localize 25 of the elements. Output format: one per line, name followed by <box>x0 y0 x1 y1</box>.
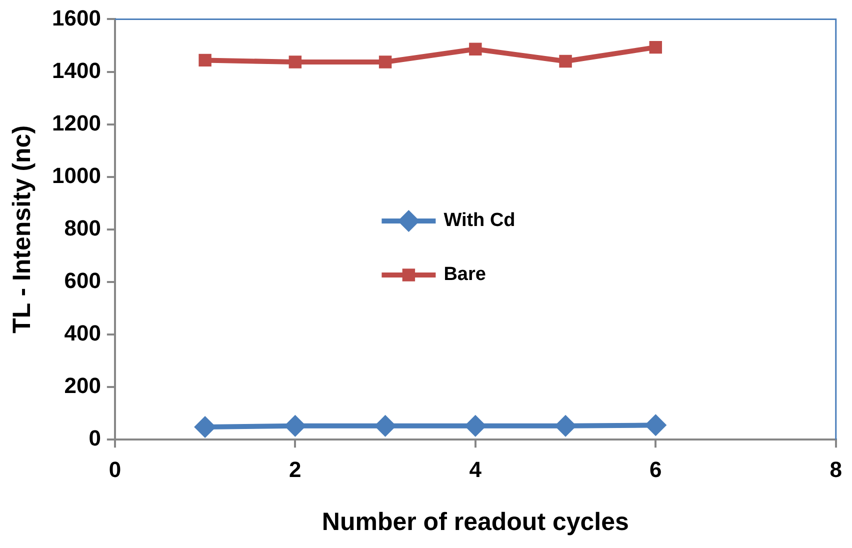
x-tick-label: 0 <box>108 456 122 482</box>
y-tick-label: 1000 <box>52 162 101 188</box>
point <box>469 42 482 56</box>
point <box>644 414 667 436</box>
y-tick-label: 400 <box>64 320 101 346</box>
point <box>288 56 302 68</box>
x-axis-title: Number of readout cycles <box>322 508 629 536</box>
y-tick-label: 0 <box>88 426 101 451</box>
y-tick-label: 1200 <box>52 110 101 136</box>
y-tick-label: 600 <box>64 268 101 294</box>
point <box>649 40 662 54</box>
y-tick-label: 200 <box>64 373 101 398</box>
point <box>198 54 212 67</box>
y-tick-label: 1400 <box>52 58 101 83</box>
y-axis-title: TL - Intensity (nc) <box>8 125 36 334</box>
x-tick-label: 8 <box>830 456 842 482</box>
y-tick-label: 1600 <box>52 5 101 30</box>
y-tick-label: 800 <box>64 215 101 240</box>
x-tick-label: 4 <box>469 456 482 482</box>
point <box>378 56 392 68</box>
x-tick-label: 6 <box>650 456 662 482</box>
legend-label: Bare <box>444 264 486 286</box>
x-tick-label: 2 <box>289 456 302 482</box>
legend-label: With Cd <box>444 210 516 232</box>
point <box>559 54 572 68</box>
